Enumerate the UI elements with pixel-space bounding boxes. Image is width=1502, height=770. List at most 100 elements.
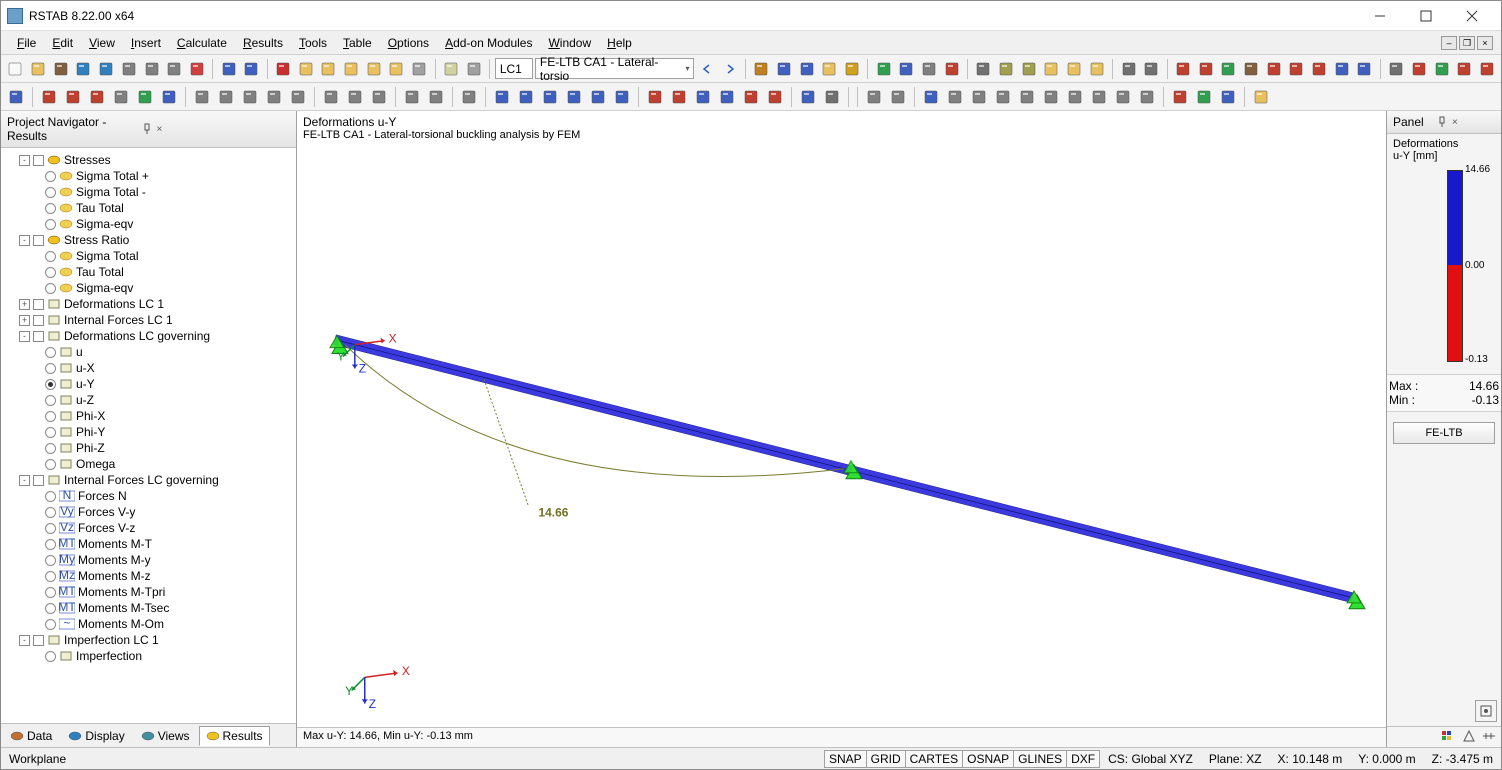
tree-item[interactable]: VzForces V-z [3, 520, 294, 536]
tree-item[interactable]: VyForces V-y [3, 504, 294, 520]
toolbar-button[interactable] [1331, 58, 1352, 80]
status-toggle-snap[interactable]: SNAP [824, 750, 867, 768]
menu-insert[interactable]: Insert [123, 34, 169, 52]
toolbar-button[interactable] [1141, 58, 1162, 80]
toolbar-button[interactable] [62, 86, 84, 108]
toolbar-button[interactable] [563, 86, 585, 108]
toolbar-button[interactable] [164, 58, 185, 80]
prev-lc-button[interactable] [696, 58, 717, 80]
toolbar-button[interactable] [440, 58, 461, 80]
maximize-button[interactable] [1403, 2, 1449, 30]
toolbar-button[interactable] [1118, 58, 1139, 80]
status-toggle-dxf[interactable]: DXF [1066, 750, 1100, 768]
tree-item[interactable]: Omega [3, 456, 294, 472]
toolbar-button[interactable] [842, 58, 863, 80]
toolbar-button[interactable] [992, 86, 1014, 108]
toolbar-button[interactable] [644, 86, 666, 108]
menu-add-on-modules[interactable]: Add-on Modules [437, 34, 540, 52]
nav-tab-results[interactable]: Results [199, 726, 270, 746]
toolbar-button[interactable] [740, 86, 762, 108]
menu-edit[interactable]: Edit [44, 34, 81, 52]
status-toggle-osnap[interactable]: OSNAP [962, 750, 1014, 768]
toolbar-button[interactable] [515, 86, 537, 108]
toolbar-button[interactable] [896, 58, 917, 80]
toolbar-button[interactable] [239, 86, 261, 108]
tree-item[interactable]: NForces N [3, 488, 294, 504]
toolbar-button[interactable] [821, 86, 843, 108]
toolbar-button[interactable] [141, 58, 162, 80]
toolbar-button[interactable] [119, 58, 140, 80]
minimize-button[interactable] [1357, 2, 1403, 30]
toolbar-button[interactable] [774, 58, 795, 80]
toolbar-button[interactable] [73, 58, 94, 80]
toolbar-button[interactable] [1250, 86, 1272, 108]
toolbar-button[interactable] [796, 58, 817, 80]
status-toggle-cartes[interactable]: CARTES [905, 750, 963, 768]
toolbar-button[interactable] [110, 86, 132, 108]
toolbar-button[interactable] [5, 58, 26, 80]
menu-tools[interactable]: Tools [291, 34, 335, 52]
toolbar-button[interactable] [1408, 58, 1429, 80]
status-toggle-grid[interactable]: GRID [866, 750, 906, 768]
panel-tool-button[interactable] [1475, 700, 1497, 722]
toolbar-button[interactable] [187, 58, 208, 80]
tree-group[interactable]: -Imperfection LC 1 [3, 632, 294, 648]
toolbar-button[interactable] [668, 86, 690, 108]
tree-item[interactable]: Tau Total [3, 200, 294, 216]
tree-item[interactable]: MyMoments M-y [3, 552, 294, 568]
tree-item[interactable]: Phi-X [3, 408, 294, 424]
tree-item[interactable]: Sigma Total [3, 248, 294, 264]
loadcase-combo[interactable]: FE-LTB CA1 - Lateral-torsio▾ [535, 58, 695, 79]
toolbar-button[interactable] [587, 86, 609, 108]
tree-group[interactable]: -Internal Forces LC governing [3, 472, 294, 488]
close-button[interactable] [1449, 2, 1495, 30]
toolbar-button[interactable] [318, 58, 339, 80]
panel-pin-icon[interactable] [1436, 116, 1448, 128]
toolbar-button[interactable] [1136, 86, 1158, 108]
toolbar-button[interactable] [1454, 58, 1475, 80]
tree-item[interactable]: Sigma-eqv [3, 216, 294, 232]
toolbar-button[interactable] [273, 58, 294, 80]
toolbar-button[interactable] [1218, 58, 1239, 80]
toolbar-button[interactable] [1241, 58, 1262, 80]
nav-tab-display[interactable]: Display [61, 726, 131, 746]
viewport-canvas[interactable]: 14.66 XYZ XYZ [297, 141, 1386, 727]
tree-item[interactable]: Tau Total [3, 264, 294, 280]
toolbar-button[interactable] [692, 86, 714, 108]
results-tree[interactable]: -StressesSigma Total +Sigma Total -Tau T… [1, 148, 296, 723]
toolbar-button[interactable] [1173, 58, 1194, 80]
toolbar-button[interactable] [287, 86, 309, 108]
toolbar-button[interactable] [797, 86, 819, 108]
toolbar-button[interactable] [320, 86, 342, 108]
toolbar-button[interactable] [1477, 58, 1498, 80]
toolbar-button[interactable] [86, 86, 108, 108]
fe-ltb-button[interactable]: FE-LTB [1393, 422, 1495, 444]
mdi-close[interactable]: × [1477, 36, 1493, 50]
toolbar-button[interactable] [973, 58, 994, 80]
viewport[interactable]: Deformations u-Y FE-LTB CA1 - Lateral-to… [297, 111, 1386, 747]
toolbar-button[interactable] [873, 58, 894, 80]
menu-table[interactable]: Table [335, 34, 380, 52]
mdi-restore[interactable]: ❐ [1459, 36, 1475, 50]
toolbar-button[interactable] [1354, 58, 1375, 80]
toolbar-button[interactable] [401, 86, 423, 108]
panel-view-3-icon[interactable] [1481, 729, 1499, 745]
toolbar-button[interactable] [1088, 86, 1110, 108]
toolbar-button[interactable] [425, 86, 447, 108]
tree-group[interactable]: +Deformations LC 1 [3, 296, 294, 312]
toolbar-button[interactable] [28, 58, 49, 80]
toolbar-button[interactable] [919, 58, 940, 80]
status-toggle-glines[interactable]: GLINES [1013, 750, 1067, 768]
toolbar-button[interactable] [1087, 58, 1108, 80]
tree-group[interactable]: -Stress Ratio [3, 232, 294, 248]
next-lc-button[interactable] [719, 58, 740, 80]
pin-icon[interactable] [141, 123, 153, 135]
close-panel-icon[interactable]: × [157, 124, 291, 135]
toolbar-button[interactable] [1217, 86, 1239, 108]
toolbar-button[interactable] [611, 86, 633, 108]
tree-item[interactable]: u-Z [3, 392, 294, 408]
tree-item[interactable]: MTMoments M-T [3, 536, 294, 552]
toolbar-button[interactable] [1064, 58, 1085, 80]
toolbar-button[interactable] [241, 58, 262, 80]
toolbar-button[interactable] [50, 58, 71, 80]
